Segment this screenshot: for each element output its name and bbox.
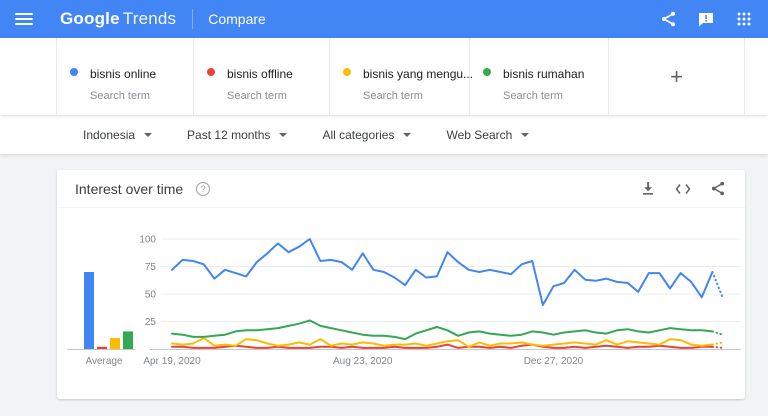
term-color-dot [207,68,215,76]
y-axis-tick-label: 100 [139,235,156,246]
chevron-down-icon [144,132,153,137]
average-axis-label: Average [85,356,123,367]
card-header: Interest over time ? [57,170,745,208]
term-card-bisnis-yang-mengu[interactable]: bisnis yang mengu... Search term [330,38,474,115]
series-line-1-partial [711,345,724,349]
logo-trends: Trends [122,9,177,28]
term-color-dot [343,68,351,76]
series-line-0-partial [711,271,724,300]
term-sublabel: Search term [90,90,150,102]
header-actions [660,11,752,27]
google-apps-grid-icon[interactable] [736,11,752,27]
series-line-3[interactable] [171,319,714,341]
chevron-down-icon [403,132,412,137]
logo-google: Google [60,9,120,28]
term-color-dot [483,68,491,76]
add-comparison-button[interactable]: + [609,38,745,115]
average-bar-0[interactable] [84,272,94,349]
filter-category-dropdown[interactable]: All categories [322,127,412,142]
chevron-down-icon [279,132,288,137]
x-axis-tick-label: Aug 23, 2020 [333,356,393,367]
filter-region-dropdown[interactable]: Indonesia [83,127,153,142]
term-card-bisnis-offline[interactable]: bisnis offline Search term [194,38,330,115]
average-bar-1[interactable] [97,346,107,349]
term-color-dot [70,68,78,76]
plus-icon: + [670,63,683,89]
page-title: Compare [208,11,266,27]
series-line-3-partial [711,330,724,336]
y-axis-tick-label: 75 [145,262,157,273]
term-label: bisnis yang mengu... [363,67,474,81]
series-line-2-partial [711,341,724,346]
term-label: bisnis online [90,67,157,81]
filters-bar: Indonesia Past 12 months All categories … [0,115,768,154]
share-icon[interactable] [709,180,727,198]
term-card-bisnis-rumahan[interactable]: bisnis rumahan Search term [470,38,609,115]
average-bar-2[interactable] [110,338,120,349]
chevron-down-icon [521,132,530,137]
term-label: bisnis offline [227,67,293,81]
share-icon[interactable] [660,11,676,27]
filter-time-range-dropdown[interactable]: Past 12 months [187,127,288,142]
filter-region-label: Indonesia [83,127,136,142]
page-body: Interest over time ? 25 50 75 100 Apr 19, 20… [0,154,768,399]
interest-over-time-card: Interest over time ? 25 50 75 100 Apr 19, 20… [57,170,745,399]
x-axis-tick-label: Apr 19, 2020 [143,356,201,367]
comparison-terms-row: bisnis online Search term bisnis offline S… [0,38,768,115]
header-divider [192,9,194,29]
download-icon[interactable] [639,180,657,198]
hamburger-menu-icon[interactable] [15,13,33,25]
x-axis-tick-label: Dec 27, 2020 [524,356,584,367]
interest-over-time-chart[interactable]: 25 50 75 100 Apr 19, 2020 Aug 23, 2020 Dec 27,… [57,208,745,373]
filter-category-label: All categories [322,127,395,142]
filter-search-type-dropdown[interactable]: Web Search [446,127,530,142]
embed-code-icon[interactable] [674,180,692,198]
app-logo[interactable]: Google Trends [60,9,176,29]
y-axis-tick-label: 50 [145,290,157,301]
y-axis-tick-label: 25 [145,317,157,328]
series-line-2[interactable] [171,337,714,348]
term-sublabel: Search term [503,90,563,102]
card-toolbar [639,180,727,198]
average-bar-3[interactable] [123,331,133,349]
series-line-0[interactable] [171,238,714,306]
terms-row-spacer [0,38,57,115]
app-header: Google Trends Compare [0,0,768,38]
filter-search-type-label: Web Search [446,127,513,142]
term-sublabel: Search term [227,90,287,102]
filter-time-range-label: Past 12 months [187,127,271,142]
term-label: bisnis rumahan [503,67,585,81]
feedback-icon[interactable] [698,11,714,27]
term-sublabel: Search term [363,90,423,102]
card-title: Interest over time [75,180,184,197]
term-card-bisnis-online[interactable]: bisnis online Search term [57,38,194,115]
help-icon[interactable]: ? [196,181,211,196]
series-line-1[interactable] [171,343,714,349]
